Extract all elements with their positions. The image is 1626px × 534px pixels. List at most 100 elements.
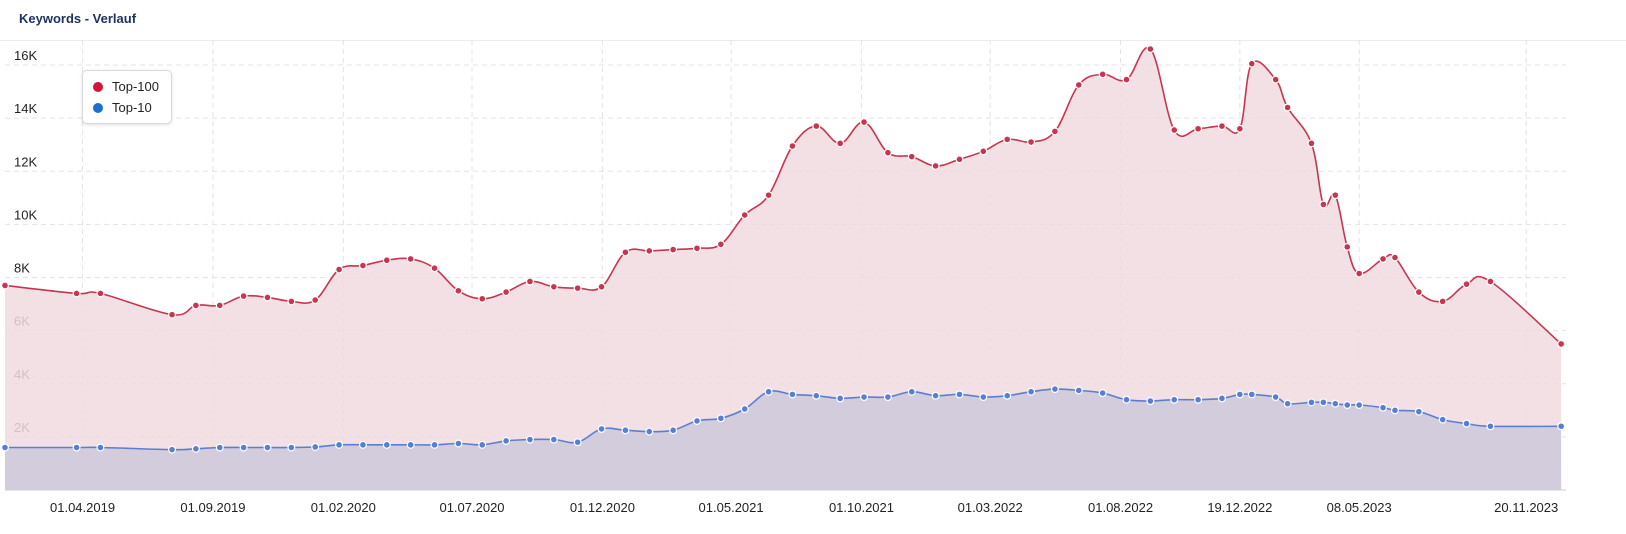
point-top-100 <box>1307 139 1316 148</box>
chart-title: Keywords - Verlauf <box>19 11 137 26</box>
x-tick-label: 01.10.2021 <box>829 500 894 515</box>
point-top-100 <box>0 281 10 290</box>
point-top-10 <box>836 394 845 403</box>
y-tick-label: 16K <box>14 48 37 63</box>
point-top-100 <box>1414 288 1423 297</box>
point-top-10 <box>645 427 654 436</box>
point-top-10 <box>1050 385 1059 394</box>
point-top-100 <box>72 289 81 298</box>
point-top-10 <box>1355 401 1364 410</box>
legend: Top-100 Top-10 <box>82 70 172 124</box>
point-top-10 <box>1217 394 1226 403</box>
point-top-100 <box>430 264 439 273</box>
point-top-10 <box>263 443 272 452</box>
point-top-10 <box>168 445 177 454</box>
point-top-10 <box>907 387 916 396</box>
point-top-10 <box>1146 397 1155 406</box>
legend-marker-top-100 <box>93 82 103 92</box>
panel-header: Keywords - Verlauf <box>0 0 1626 41</box>
point-top-100 <box>1194 124 1203 133</box>
point-top-10 <box>1235 390 1244 399</box>
point-top-100 <box>382 256 391 265</box>
point-top-10 <box>1486 422 1495 431</box>
point-top-10 <box>72 443 81 452</box>
y-tick-label: 14K <box>14 101 37 116</box>
x-tick-label: 20.11.2023 <box>1494 500 1558 515</box>
point-top-10 <box>406 440 415 449</box>
point-top-10 <box>454 439 463 448</box>
point-top-10 <box>478 440 487 449</box>
legend-label-top-10: Top-10 <box>112 100 152 115</box>
point-top-100 <box>764 191 773 200</box>
point-top-10 <box>502 436 511 445</box>
point-top-10 <box>358 440 367 449</box>
point-top-100 <box>883 148 892 157</box>
point-top-100 <box>645 246 654 255</box>
point-top-100 <box>263 293 272 302</box>
point-top-10 <box>1390 406 1399 415</box>
point-top-100 <box>191 301 200 310</box>
point-top-100 <box>907 152 916 161</box>
point-top-10 <box>191 444 200 453</box>
point-top-100 <box>716 240 725 249</box>
legend-item-top-10[interactable]: Top-10 <box>93 99 152 117</box>
x-tick-label: 01.02.2020 <box>311 500 376 515</box>
x-tick-label: 01.03.2022 <box>958 500 1023 515</box>
point-top-10 <box>740 404 749 413</box>
point-top-100 <box>836 139 845 148</box>
point-top-100 <box>525 277 534 286</box>
point-top-10 <box>1331 399 1340 408</box>
point-top-10 <box>1379 403 1388 412</box>
legend-item-top-100[interactable]: Top-100 <box>93 78 159 96</box>
point-top-100 <box>1319 200 1328 209</box>
point-top-10 <box>96 443 105 452</box>
point-top-100 <box>239 292 248 301</box>
point-top-100 <box>1217 122 1226 131</box>
point-top-10 <box>788 390 797 399</box>
point-top-100 <box>740 211 749 220</box>
point-top-10 <box>1557 422 1566 431</box>
point-top-10 <box>931 391 940 400</box>
point-top-100 <box>215 301 224 310</box>
point-top-100 <box>573 284 582 293</box>
point-top-10 <box>692 416 701 425</box>
x-tick-label: 01.04.2019 <box>50 500 115 515</box>
point-top-10 <box>382 440 391 449</box>
point-top-10 <box>669 426 678 435</box>
point-top-10 <box>764 387 773 396</box>
point-top-10 <box>955 390 964 399</box>
point-top-100 <box>287 297 296 306</box>
point-top-100 <box>597 282 606 291</box>
point-top-100 <box>931 161 940 170</box>
line-top-100 <box>4 46 1562 345</box>
point-top-100 <box>979 147 988 156</box>
x-tick-label: 08.05.2023 <box>1327 500 1392 515</box>
point-top-100 <box>358 261 367 270</box>
point-top-100 <box>1557 339 1566 348</box>
point-top-10 <box>597 424 606 433</box>
point-top-10 <box>549 435 558 444</box>
point-top-100 <box>1170 126 1179 135</box>
point-top-100 <box>1027 138 1036 147</box>
point-top-10 <box>573 438 582 447</box>
point-top-100 <box>1122 75 1131 84</box>
x-tick-label: 01.12.2020 <box>570 500 635 515</box>
point-top-10 <box>1343 401 1352 410</box>
point-top-100 <box>812 122 821 131</box>
x-tick-label: 01.09.2019 <box>180 500 245 515</box>
point-top-100 <box>1247 59 1256 68</box>
point-top-10 <box>1283 399 1292 408</box>
point-top-100 <box>1283 103 1292 112</box>
point-top-100 <box>669 245 678 254</box>
point-top-10 <box>1271 393 1280 402</box>
point-top-100 <box>1003 135 1012 144</box>
point-top-100 <box>1074 80 1083 89</box>
x-tick-label: 01.05.2021 <box>699 500 764 515</box>
point-top-10 <box>1098 389 1107 398</box>
point-top-10 <box>812 391 821 400</box>
x-tick-label: 01.08.2022 <box>1088 500 1153 515</box>
area-top-10 <box>5 389 1562 490</box>
point-top-100 <box>502 288 511 297</box>
point-top-10 <box>1438 415 1447 424</box>
